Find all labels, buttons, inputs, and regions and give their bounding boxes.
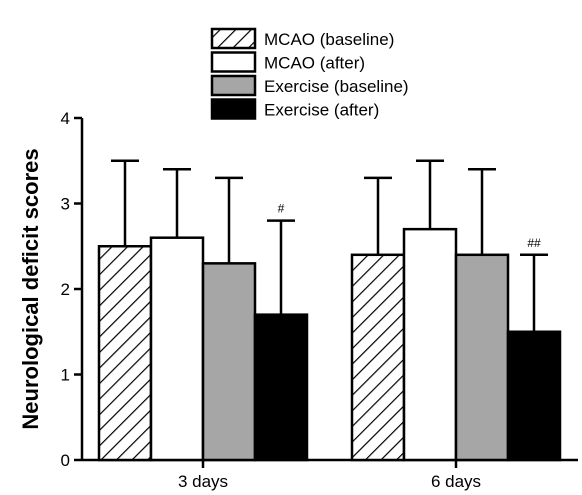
bar (97, 245, 153, 462)
bar (402, 227, 458, 462)
x-tick-label: 3 days (178, 472, 228, 491)
y-tick-label: 4 (61, 109, 70, 128)
bar (506, 330, 562, 462)
bar (149, 236, 205, 462)
y-tick-label: 0 (61, 451, 70, 470)
bar (253, 313, 309, 462)
bar (350, 253, 406, 462)
bar (454, 253, 510, 462)
y-tick-label: 3 (61, 195, 70, 214)
bars: ### (97, 159, 562, 462)
y-tick-label: 1 (61, 366, 70, 385)
legend-swatch (210, 98, 257, 120)
significance-mark: ## (527, 236, 541, 250)
legend-swatch (210, 27, 257, 50)
legend-label: Exercise (baseline) (264, 77, 409, 96)
legend-label: MCAO (after) (264, 54, 365, 73)
y-axis-label: Neurological deficit scores (18, 148, 43, 429)
legend: MCAO (baseline) MCAO (after) Exercise (bas… (210, 27, 409, 120)
legend-label: Exercise (after) (264, 101, 379, 120)
bar (201, 262, 257, 462)
x-tick-label: 6 days (431, 472, 481, 491)
legend-swatch (210, 51, 257, 73)
legend-swatch (210, 74, 257, 97)
legend-label: MCAO (baseline) (264, 30, 394, 49)
significance-mark: # (278, 202, 285, 216)
y-tick-label: 2 (61, 280, 70, 299)
